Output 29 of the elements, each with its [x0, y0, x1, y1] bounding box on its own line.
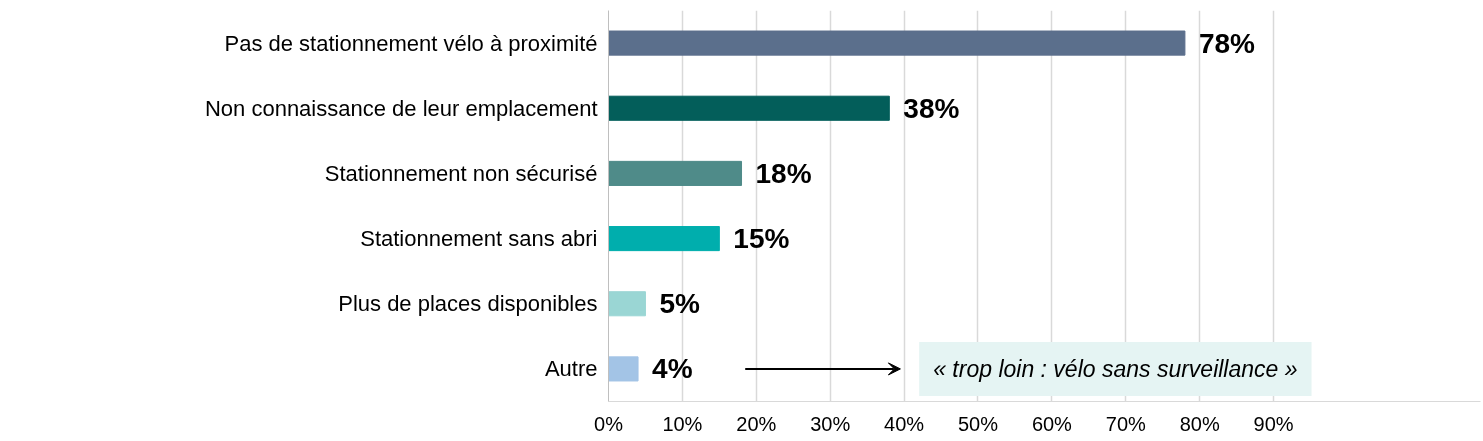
y-tick-label: Pas de stationnement vélo à proximité — [224, 30, 598, 56]
data-label: 5% — [659, 288, 701, 320]
x-tick-label: 20% — [736, 412, 777, 435]
data-label: 38% — [903, 92, 960, 124]
data-label: 4% — [652, 353, 693, 385]
bar — [608, 291, 646, 317]
x-tick-label: 0% — [594, 412, 624, 435]
x-tick-label: 60% — [1031, 412, 1073, 435]
x-tick-label: 80% — [1179, 412, 1220, 435]
y-tick-label: Non connaissance de leur emplacement — [204, 95, 598, 121]
annotation: « trop loin : vélo sans surveillance » — [933, 355, 1298, 382]
y-tick-label: Plus de places disponibles — [338, 291, 598, 317]
x-tick-label: 70% — [1105, 412, 1147, 435]
data-label: 78% — [1198, 27, 1256, 59]
y-tick-label: Stationnement sans abri — [360, 226, 598, 252]
y-tick-label: Autre — [544, 356, 598, 382]
bar — [608, 226, 720, 252]
x-tick-label: 10% — [662, 412, 703, 435]
x-tick-label: 90% — [1253, 412, 1294, 435]
bar — [608, 356, 639, 382]
y-tick-label: Stationnement non sécurisé — [324, 160, 598, 186]
x-tick-label: 40% — [884, 412, 925, 435]
bar — [608, 30, 1186, 56]
bar — [608, 160, 743, 186]
bar — [608, 95, 890, 121]
data-label: 18% — [755, 157, 812, 189]
x-tick-label: 50% — [957, 412, 999, 435]
data-label: 15% — [733, 223, 790, 255]
x-tick-label: 30% — [810, 412, 851, 435]
